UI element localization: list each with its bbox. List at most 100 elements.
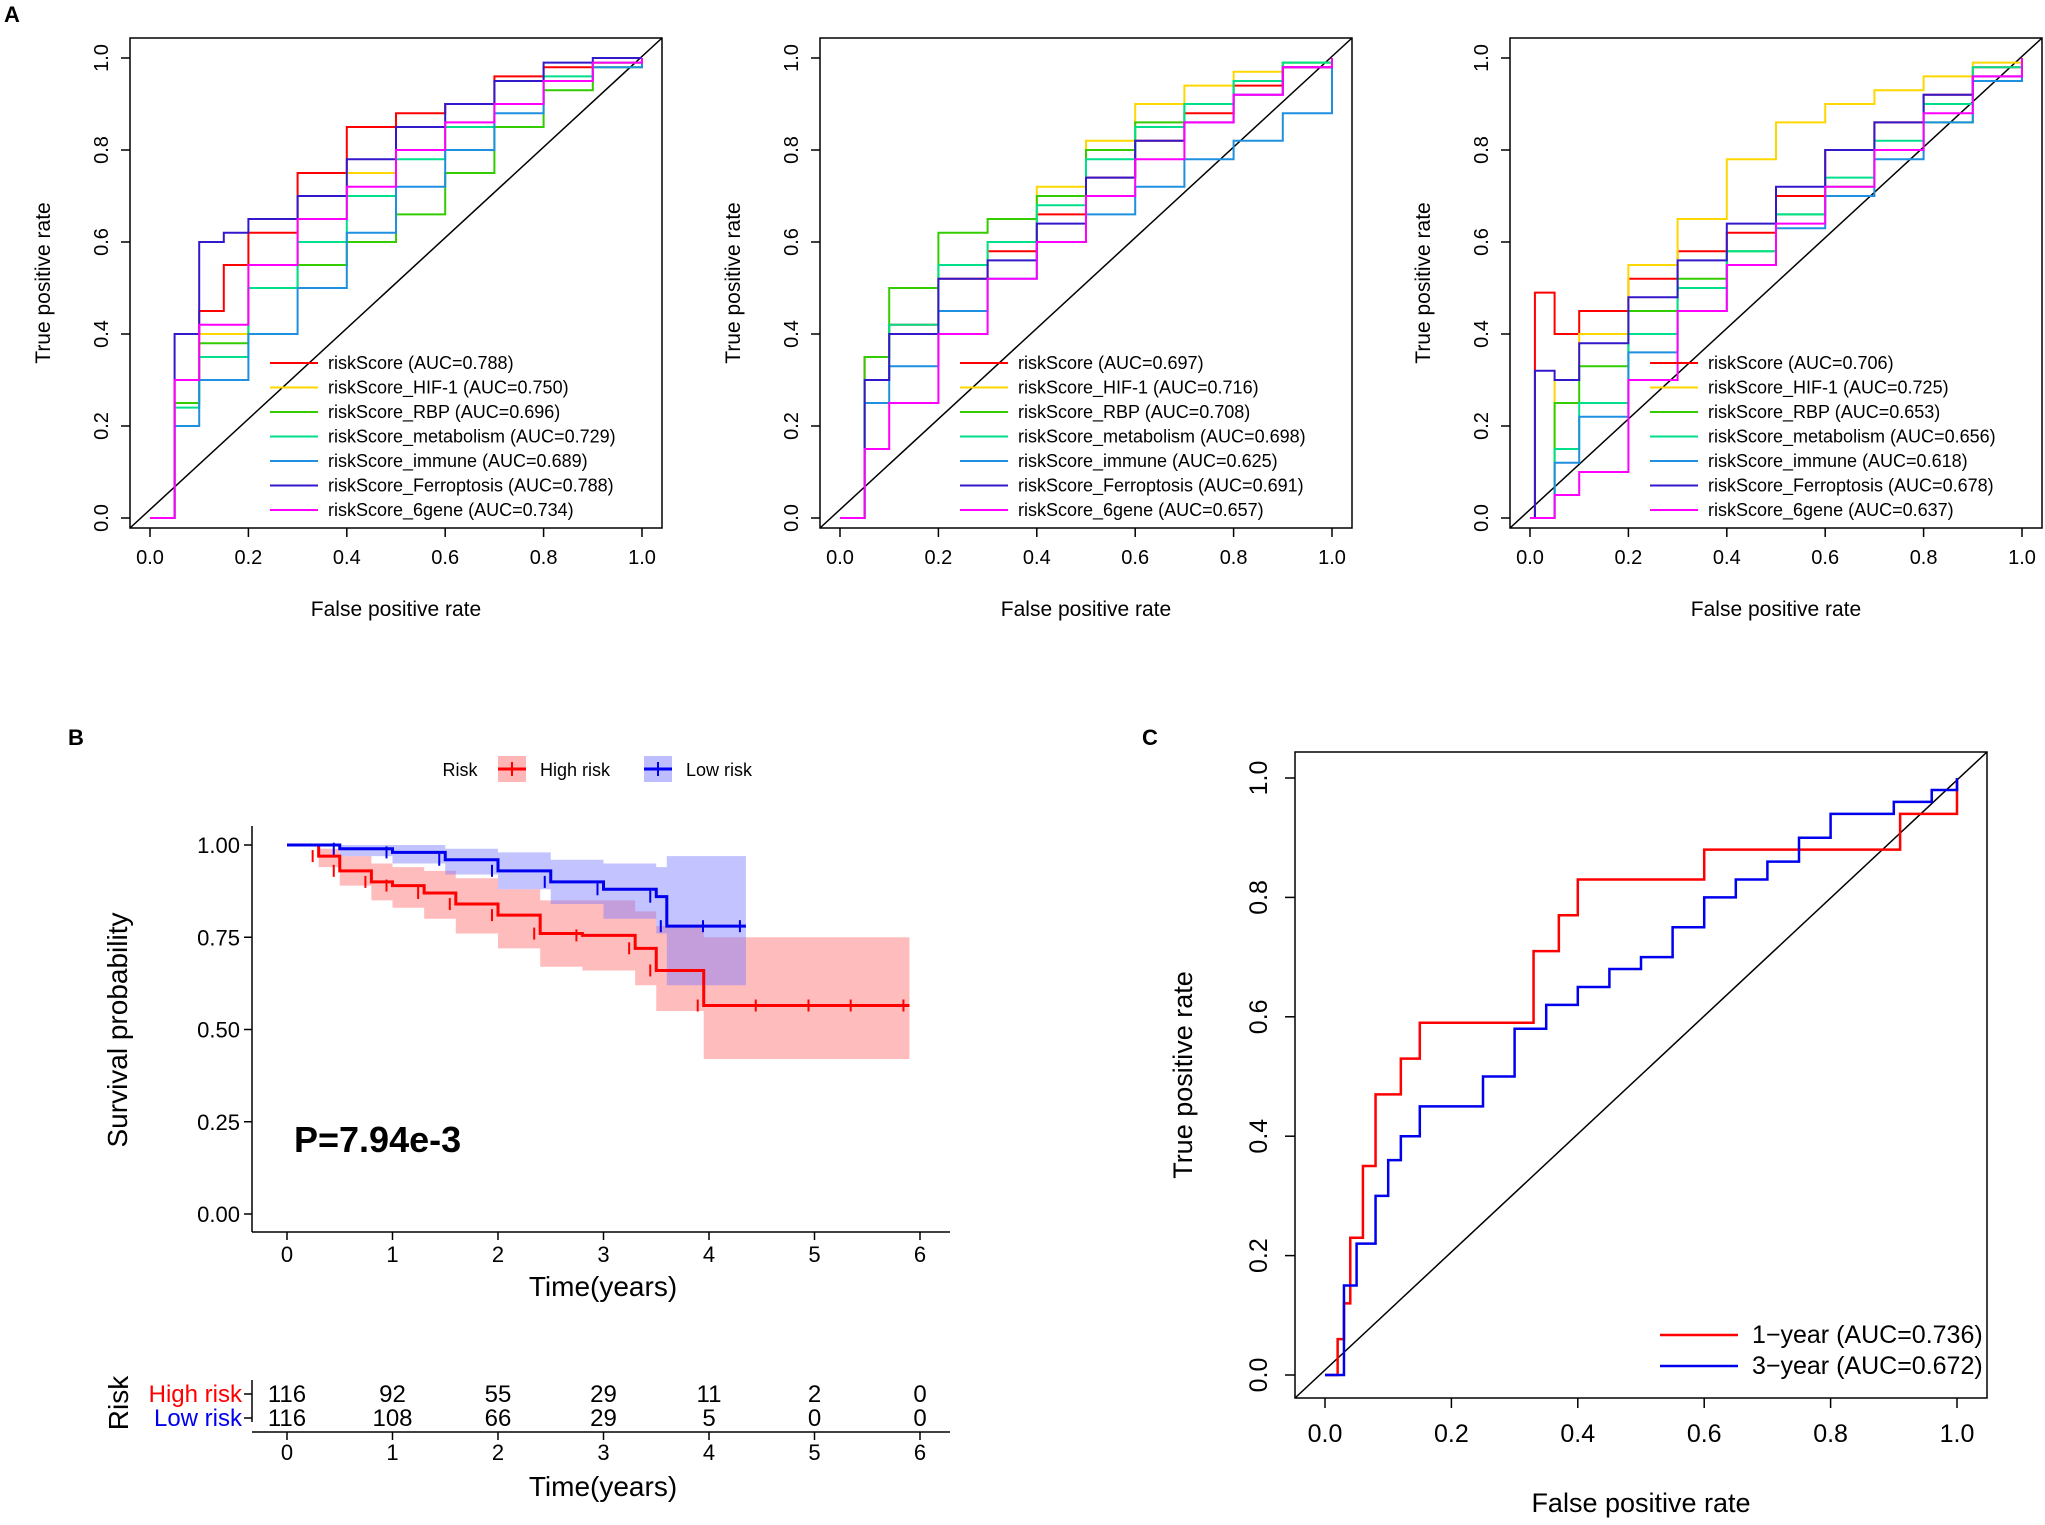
x-tick-label: 0.8 [1910, 547, 1938, 569]
y-axis-title: True positive rate [1168, 971, 1198, 1179]
legend-label: riskScore (AUC=0.706) [1708, 353, 1894, 373]
y-tick-label: 0.4 [781, 320, 803, 348]
x-axis-title: False positive rate [1001, 598, 1171, 621]
survival-curve [287, 843, 910, 1008]
legend-title: Risk [443, 760, 479, 780]
x-tick-label: 0.2 [234, 547, 262, 569]
y-tick-label: 0.2 [1471, 412, 1493, 440]
legend-label: riskScore_immune (AUC=0.618) [1708, 451, 1968, 472]
x-tick-label: 0.8 [530, 547, 558, 569]
y-tick-label: 0.50 [197, 1018, 240, 1043]
x-tick-label: 1.0 [628, 547, 656, 569]
diagonal-reference-line [1509, 37, 2043, 529]
x-axis-title: False positive rate [311, 598, 481, 621]
roc-curve [150, 58, 643, 519]
diagonal-reference-line [819, 37, 1353, 529]
roc-curve [840, 58, 1333, 519]
x-tick-label: 0.0 [826, 547, 854, 569]
legend-label: 1−year (AUC=0.736) [1752, 1321, 1983, 1349]
risk-count: 66 [485, 1405, 512, 1432]
x-tick-label: 1.0 [1318, 547, 1346, 569]
x-tick-label: 0.0 [1308, 1420, 1343, 1448]
x-tick-label: 0.6 [1121, 547, 1149, 569]
x-tick-label: 5 [808, 1242, 820, 1267]
x-tick-label: 0.6 [1687, 1420, 1722, 1448]
legend-label: riskScore_RBP (AUC=0.653) [1708, 402, 1940, 423]
legend-label: riskScore (AUC=0.788) [328, 353, 514, 373]
legend-label: High risk [540, 760, 611, 780]
legend-label: riskScore_Ferroptosis (AUC=0.691) [1018, 476, 1304, 497]
panel-label-b: B [68, 725, 84, 750]
plot-frame [1509, 37, 2043, 529]
x-tick-label: 2 [492, 1242, 504, 1267]
y-tick-label: 1.0 [1245, 761, 1273, 796]
x-tick-label: 3 [597, 1242, 609, 1267]
risk-count: 116 [268, 1381, 306, 1408]
roc-c: 0.0 0.0 0.2 0.2 0.4 0.4 0.6 0.6 0.8 0.8 1.0 1.0 Fals… [1168, 751, 1988, 1518]
legend-label: riskScore_RBP (AUC=0.708) [1018, 402, 1250, 423]
roc-curve [1530, 58, 2023, 519]
legend-label: riskScore (AUC=0.697) [1018, 353, 1204, 373]
y-tick-label: 0.8 [1245, 880, 1273, 915]
legend-label: riskScore_6gene (AUC=0.734) [328, 500, 574, 521]
risk-count: 0 [913, 1381, 926, 1408]
roc-a3: 0.0 0.0 0.2 0.2 0.4 0.4 0.6 0.6 0.8 0.8 1.0 1.0 Fals… [1412, 37, 2043, 621]
plot-frame [129, 37, 663, 529]
risk-x-tick-label: 0 [281, 1440, 293, 1465]
x-tick-label: 0.0 [1516, 547, 1544, 569]
y-tick-label: 0.8 [781, 136, 803, 164]
y-tick-label: 1.0 [781, 44, 803, 72]
y-tick-label: 0.8 [1471, 136, 1493, 164]
x-tick-label: 0.2 [1614, 547, 1642, 569]
x-tick-label: 1.0 [1940, 1420, 1975, 1448]
risk-x-tick-label: 6 [914, 1440, 926, 1465]
plot-frame [1294, 751, 1988, 1399]
legend-label: riskScore_HIF-1 (AUC=0.750) [328, 378, 569, 399]
y-tick-label: 1.0 [1471, 44, 1493, 72]
risk-count: 108 [372, 1405, 412, 1432]
y-tick-label: 0.4 [91, 320, 113, 348]
legend-label: riskScore_Ferroptosis (AUC=0.788) [328, 476, 614, 497]
risk-count: 0 [913, 1405, 926, 1432]
risk-x-tick-label: 2 [492, 1440, 504, 1465]
risk-count: 92 [379, 1381, 406, 1408]
survival-curve [287, 843, 746, 928]
x-tick-label: 6 [914, 1242, 926, 1267]
plots-group: 0.0 0.0 0.2 0.2 0.4 0.4 0.6 0.6 0.8 0.8 1.0 1.0 Fals… [32, 37, 2043, 1518]
legend-label: Low risk [686, 760, 753, 780]
x-axis-title: Time(years) [529, 1271, 677, 1302]
diagonal-reference-line [1294, 751, 1988, 1399]
y-tick-label: 0.25 [197, 1110, 240, 1135]
x-tick-label: 0.4 [1023, 547, 1051, 569]
panel-label-a: A [4, 2, 20, 27]
y-tick-label: 0.0 [1245, 1358, 1273, 1393]
y-axis-title: True positive rate [1412, 202, 1435, 363]
y-tick-label: 0.2 [91, 412, 113, 440]
x-tick-label: 0.0 [136, 547, 164, 569]
risk-count: 2 [808, 1381, 821, 1408]
y-tick-label: 0.8 [91, 136, 113, 164]
risk-x-tick-label: 1 [386, 1440, 398, 1465]
y-tick-label: 0.75 [197, 925, 240, 950]
diagonal-reference-line [129, 37, 663, 529]
x-tick-label: 0.2 [924, 547, 952, 569]
y-tick-label: 0.0 [1471, 504, 1493, 532]
km-plot: Risk High risk Low risk 0.00 0.25 0.50 0.75 1.0… [102, 756, 950, 1302]
y-axis-title: True positive rate [722, 202, 745, 363]
x-axis-title: False positive rate [1691, 598, 1861, 621]
legend-label: riskScore_immune (AUC=0.689) [328, 451, 588, 472]
roc-curve [1325, 778, 1959, 1377]
roc-curve [840, 58, 1333, 519]
risk-count: 29 [590, 1381, 617, 1408]
y-axis-title: True positive rate [32, 202, 55, 363]
risk-count: 55 [485, 1381, 512, 1408]
x-tick-label: 1.0 [2008, 547, 2036, 569]
panel-label-c: C [1142, 725, 1158, 750]
roc-curve [1530, 58, 2023, 519]
y-axis-title: Survival probability [102, 913, 133, 1148]
x-tick-label: 0.4 [1560, 1420, 1595, 1448]
legend-label: riskScore_metabolism (AUC=0.729) [328, 427, 616, 448]
risk-x-tick-label: 3 [597, 1440, 609, 1465]
x-axis-title: False positive rate [1531, 1488, 1750, 1518]
